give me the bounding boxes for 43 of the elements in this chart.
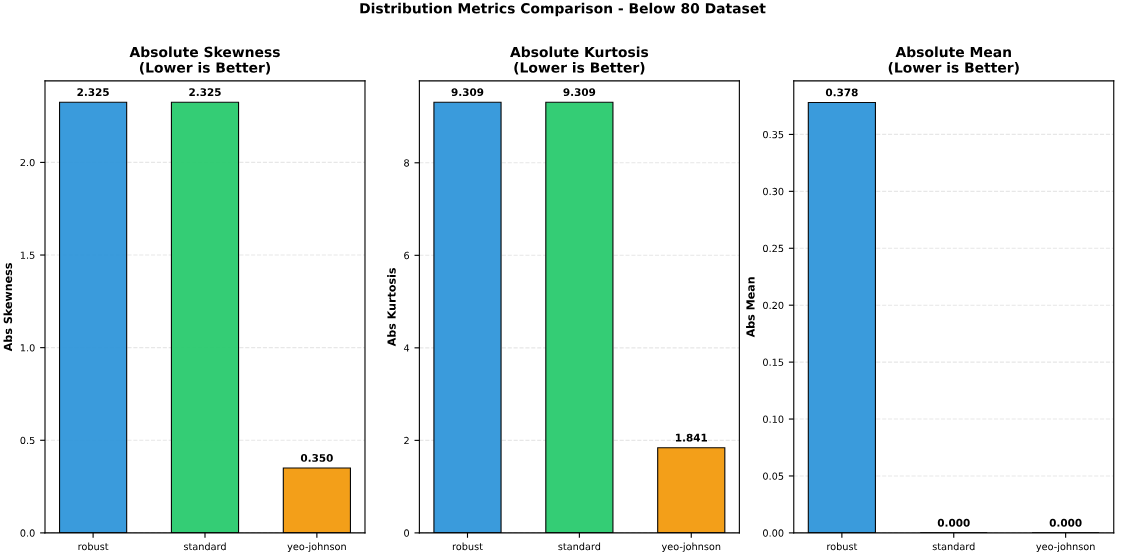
text: Distribution Metrics Comparison - Below 80 Dataset [360,2,766,17]
chart-title: Absolute Kurtosis (Lower is Better) [510,46,649,75]
y-axis-title: Abs Skewness [3,263,13,352]
y-tick-label: 2 [404,436,409,445]
data-label: 0.350 [300,453,333,462]
x-tick-label: standard [558,542,601,551]
data-label: 2.325 [77,88,109,97]
y-tick-label: 0 [404,529,410,537]
data-label: 0.000 [1049,518,1082,527]
chart-title: Absolute Mean (Lower is Better) [888,46,1019,75]
data-label: 1.841 [675,433,708,442]
chart-title: Absolute Skewness (Lower is Better) [129,46,280,75]
y-tick-label: 1.0 [20,344,35,352]
y-tick-label: 6 [404,251,410,260]
y-tick-label: 1.5 [20,251,35,259]
data-label: 9.309 [451,88,484,97]
y-tick-label: 0.5 [20,436,35,445]
x-tick-label: standard [932,542,975,551]
data-label: 0.000 [937,518,970,527]
y-tick-label: 2.0 [20,158,35,167]
x-tick-label: yeo-johnson [661,542,721,553]
x-tick-label: yeo-johnson [1036,542,1095,553]
data-label: 2.325 [189,88,221,97]
y-tick-label: 0.25 [763,244,784,253]
y-tick-label: 0.30 [763,187,784,196]
data-label: 0.378 [825,88,858,97]
y-tick-label: 0.15 [763,358,784,366]
y-tick-label: 8 [404,159,409,167]
y-axis-title: Abs Mean [746,277,755,338]
data-label: 9.309 [563,88,596,97]
x-tick-label: robust [78,542,109,551]
x-tick-label: robust [452,542,483,551]
y-tick-label: 0.0 [20,529,35,537]
y-tick-label: 4 [403,344,410,352]
x-tick-label: yeo-johnson [287,542,346,553]
y-tick-label: 0.00 [763,529,784,537]
x-tick-label: standard [183,542,226,551]
y-tick-label: 0.35 [763,130,784,139]
y-tick-label: 0.10 [763,415,784,423]
y-tick-label: 0.20 [763,301,784,310]
x-tick-label: robust [827,542,858,551]
y-tick-label: 0.05 [763,472,784,480]
y-axis-title: Abs Kurtosis [387,268,396,347]
